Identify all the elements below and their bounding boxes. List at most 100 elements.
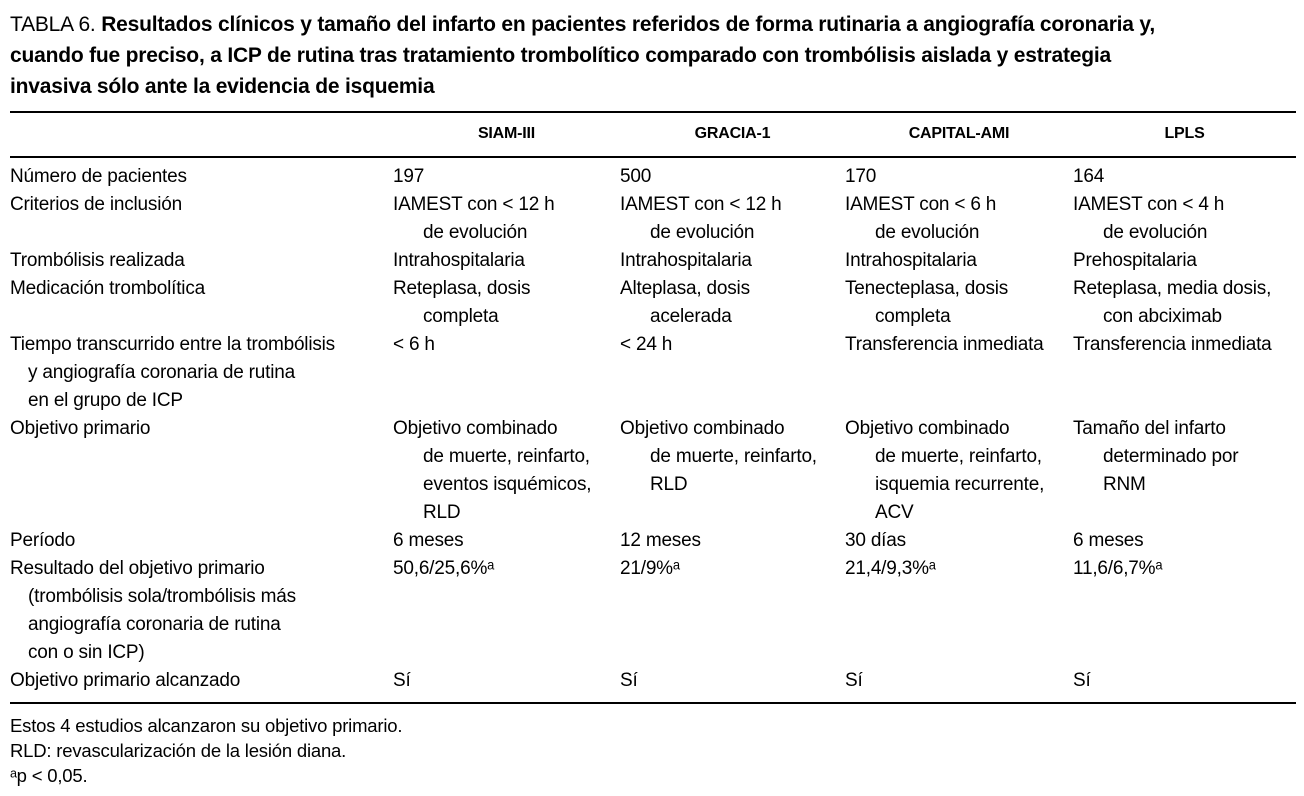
row-label: Objetivo primario bbox=[10, 415, 393, 527]
row-label: Resultado del objetivo primario (trombóli… bbox=[10, 555, 393, 667]
table-number: TABLA 6. bbox=[10, 13, 96, 36]
cell-line: de muerte, reinfarto, bbox=[650, 446, 817, 467]
cell-line: Objetivo combinado bbox=[620, 418, 785, 439]
cell-line: completa bbox=[423, 306, 499, 327]
table-row: Criterios de inclusión IAMEST con < 12 h d… bbox=[10, 191, 1296, 247]
table-header-row: SIAM-III GRACIA-1 CAPITAL-AMI LPLS bbox=[10, 113, 1296, 156]
cell: Sí bbox=[393, 667, 620, 695]
cell-line: 6 meses bbox=[393, 530, 464, 551]
cell-line: 12 meses bbox=[620, 530, 701, 551]
row-label: Trombólisis realizada bbox=[10, 247, 393, 275]
cell-line: de evolución bbox=[423, 222, 528, 243]
cell: 6 meses bbox=[393, 527, 620, 555]
cell-line: Alteplasa, dosis bbox=[620, 278, 750, 299]
row-label: Período bbox=[10, 527, 393, 555]
cell-line: < 6 h bbox=[393, 334, 435, 355]
footnote-objective: Estos 4 estudios alcanzaron su objetivo … bbox=[10, 715, 403, 736]
cell-line: determinado por bbox=[1103, 446, 1239, 467]
table-body: Número de pacientes 197 500 170 164 Criterios… bbox=[10, 158, 1296, 702]
column-header-capital-ami: CAPITAL-AMI bbox=[908, 125, 1010, 142]
table-caption: Resultados clínicos y tamaño del infarto… bbox=[10, 13, 1155, 98]
cell-line: RLD bbox=[650, 474, 688, 495]
cell-line: en el grupo de ICP bbox=[28, 390, 183, 411]
cell-line: Intrahospitalaria bbox=[620, 250, 752, 271]
table-row: Medicación trombolítica Reteplasa, dosis c… bbox=[10, 275, 1296, 331]
cell: IAMEST con < 12 h de evolución bbox=[393, 191, 620, 247]
cell-line: con abciximab bbox=[1103, 306, 1222, 327]
cell-line: IAMEST con < 4 h bbox=[1073, 194, 1225, 215]
cell-line: isquemia recurrente, bbox=[875, 474, 1045, 495]
cell-line: 6 meses bbox=[1073, 530, 1144, 551]
cell-line: Reteplasa, media dosis, bbox=[1073, 278, 1272, 299]
footnote-pvalue: ᵃp < 0,05. bbox=[10, 765, 88, 786]
cell-line: Sí bbox=[620, 670, 638, 691]
cell-line: Resultado del objetivo primario bbox=[10, 558, 265, 579]
cell-line: IAMEST con < 6 h bbox=[845, 194, 997, 215]
row-label: Número de pacientes bbox=[10, 163, 393, 191]
cell-line: 30 días bbox=[845, 530, 906, 551]
cell-line: Sí bbox=[1073, 670, 1091, 691]
cell: Sí bbox=[845, 667, 1073, 695]
cell: Transferencia inmediata bbox=[845, 331, 1073, 415]
cell-line: Intrahospitalaria bbox=[845, 250, 977, 271]
cell-line: 164 bbox=[1073, 166, 1105, 187]
cell-line: Transferencia inmediata bbox=[1073, 334, 1272, 355]
cell-line: Tenecteplasa, dosis bbox=[845, 278, 1009, 299]
footnote-rld: RLD: revascularización de la lesión dian… bbox=[10, 740, 347, 761]
column-header-lpls: LPLS bbox=[1164, 125, 1205, 142]
cell: Sí bbox=[620, 667, 845, 695]
rule-top bbox=[10, 111, 1296, 113]
cell-line: y angiografía coronaria de rutina bbox=[28, 362, 295, 383]
row-label: Tiempo transcurrido entre la trombólisis… bbox=[10, 331, 393, 415]
cell: Transferencia inmediata bbox=[1073, 331, 1296, 415]
table-row: Objetivo primario Objetivo combinado de mu… bbox=[10, 415, 1296, 527]
cell: 21,4/9,3%ᵃ bbox=[845, 555, 1073, 667]
cell: Tenecteplasa, dosis completa bbox=[845, 275, 1073, 331]
cell-line: Sí bbox=[845, 670, 863, 691]
cell-line: IAMEST con < 12 h bbox=[393, 194, 555, 215]
cell-line: eventos isquémicos, bbox=[423, 474, 592, 495]
cell: 6 meses bbox=[1073, 527, 1296, 555]
cell: < 24 h bbox=[620, 331, 845, 415]
cell-line: acelerada bbox=[650, 306, 732, 327]
cell-line: Sí bbox=[393, 670, 411, 691]
table-title: TABLA 6. Resultados clínicos y tamaño de… bbox=[10, 9, 1170, 102]
cell-line: de muerte, reinfarto, bbox=[423, 446, 590, 467]
cell-line: de evolución bbox=[1103, 222, 1208, 243]
cell-line: Tamaño del infarto bbox=[1073, 418, 1226, 439]
cell-line: Prehospitalaria bbox=[1073, 250, 1197, 271]
rule-bottom bbox=[10, 702, 1296, 704]
column-header-empty bbox=[10, 125, 393, 143]
cell: Alteplasa, dosis acelerada bbox=[620, 275, 845, 331]
cell: Intrahospitalaria bbox=[620, 247, 845, 275]
cell-line: Período bbox=[10, 530, 76, 551]
cell-line: RLD bbox=[423, 502, 461, 523]
cell-line: de evolución bbox=[875, 222, 980, 243]
cell-line: 170 bbox=[845, 166, 877, 187]
cell: 21/9%ᵃ bbox=[620, 555, 845, 667]
cell-line: de muerte, reinfarto, bbox=[875, 446, 1042, 467]
row-label: Criterios de inclusión bbox=[10, 191, 393, 247]
cell-line: 197 bbox=[393, 166, 425, 187]
cell: 50,6/25,6%ᵃ bbox=[393, 555, 620, 667]
cell: IAMEST con < 6 h de evolución bbox=[845, 191, 1073, 247]
cell: Reteplasa, dosis completa bbox=[393, 275, 620, 331]
cell: 12 meses bbox=[620, 527, 845, 555]
table-row: Resultado del objetivo primario (trombóli… bbox=[10, 555, 1296, 667]
cell-line: RNM bbox=[1103, 474, 1146, 495]
cell-line: con o sin ICP) bbox=[28, 642, 145, 663]
cell-line: Criterios de inclusión bbox=[10, 194, 182, 215]
cell-line: Intrahospitalaria bbox=[393, 250, 525, 271]
cell: 30 días bbox=[845, 527, 1073, 555]
cell-line: Objetivo primario alcanzado bbox=[10, 670, 241, 691]
cell-line: completa bbox=[875, 306, 951, 327]
table-row: Período 6 meses 12 meses 30 días 6 meses bbox=[10, 527, 1296, 555]
cell-line: 21,4/9,3%ᵃ bbox=[845, 558, 936, 579]
table-row: Objetivo primario alcanzado Sí Sí Sí Sí bbox=[10, 667, 1296, 695]
cell: Objetivo combinado de muerte, reinfarto, i… bbox=[845, 415, 1073, 527]
cell-line: angiografía coronaria de rutina bbox=[28, 614, 281, 635]
footnotes: Estos 4 estudios alcanzaron su objetivo … bbox=[10, 704, 1296, 788]
cell: Objetivo combinado de muerte, reinfarto, R… bbox=[620, 415, 845, 527]
cell-line: Transferencia inmediata bbox=[845, 334, 1044, 355]
